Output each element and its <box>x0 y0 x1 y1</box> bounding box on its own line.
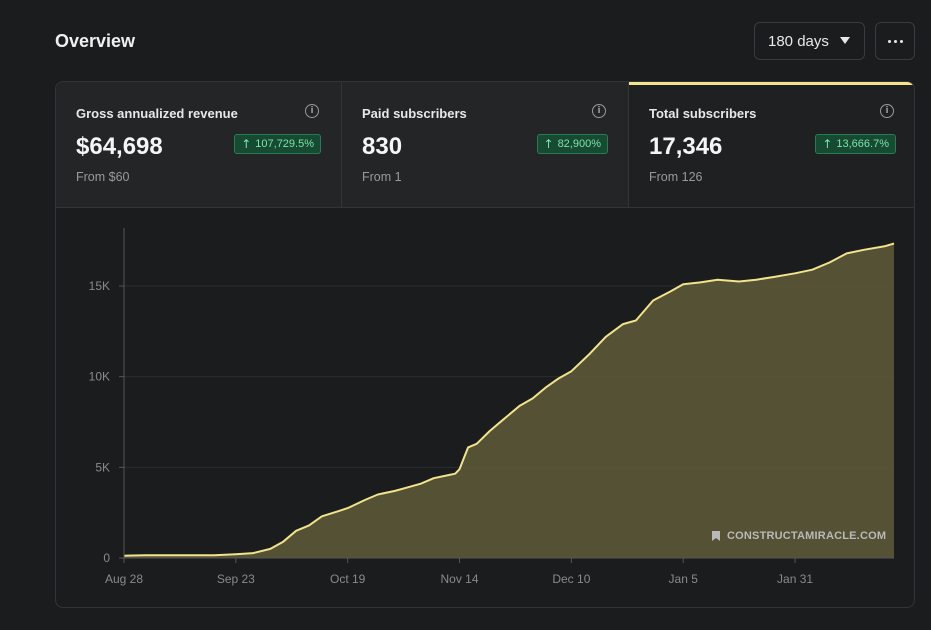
change-badge: ↑ 13,666.7% <box>815 134 896 154</box>
metric-label: Total subscribers <box>649 106 757 121</box>
change-badge: ↑ 82,900% <box>536 134 608 154</box>
change-value: 82,900% <box>557 138 601 150</box>
ellipsis-icon <box>887 39 891 43</box>
metric-value: $64,698 <box>76 133 163 160</box>
page-title: Overview <box>55 31 136 51</box>
bookmark-icon <box>712 531 720 541</box>
series-area <box>124 243 894 558</box>
metric-label: Gross annualized revenue <box>76 106 238 121</box>
info-icon[interactable]: i <box>305 104 319 118</box>
metric-from: From 1 <box>362 170 402 184</box>
date-range-select[interactable]: 180 days <box>754 22 865 60</box>
metric-from: From 126 <box>649 170 703 184</box>
overview-card: Gross annualized revenue i $64,698 ↑ 107… <box>55 81 915 608</box>
y-tick-label: 0 <box>103 551 110 565</box>
x-tick-label: Jan 31 <box>777 572 813 586</box>
x-tick-label: Aug 28 <box>105 572 143 586</box>
metric-tab-revenue[interactable]: Gross annualized revenue i $64,698 ↑ 107… <box>56 82 342 207</box>
date-range-label: 180 days <box>768 32 829 50</box>
y-tick-label: 15K <box>89 279 110 293</box>
metric-tab-total-subscribers[interactable]: Total subscribers i 17,346 ↑ 13,666.7% F… <box>629 82 914 207</box>
x-tick-label: Dec 10 <box>552 572 590 586</box>
watermark: CONSTRUCTAMIRACLE.COM <box>712 530 886 542</box>
metric-tabs: Gross annualized revenue i $64,698 ↑ 107… <box>56 82 914 208</box>
y-tick-label: 5K <box>95 460 110 474</box>
arrow-up-icon: ↑ <box>241 137 252 151</box>
metric-label: Paid subscribers <box>362 106 467 121</box>
change-badge: ↑ 107,729.5% <box>234 134 321 154</box>
metric-from: From $60 <box>76 170 130 184</box>
more-options-button[interactable] <box>875 22 915 60</box>
change-value: 13,666.7% <box>836 138 889 150</box>
x-tick-label: Oct 19 <box>330 572 366 586</box>
metric-tab-paid-subscribers[interactable]: Paid subscribers i 830 ↑ 82,900% From 1 <box>342 82 629 207</box>
chart-axes: 0 5K 10K 15K Aug 28 Sep 23 Oct 19 Nov 14 Dec 10 J… <box>89 228 894 586</box>
arrow-up-icon: ↑ <box>543 137 554 151</box>
x-tick-label: Sep 23 <box>217 572 255 586</box>
info-icon[interactable]: i <box>880 104 894 118</box>
chart-series <box>123 242 895 558</box>
x-tick-label: Jan 5 <box>669 572 699 586</box>
series-line <box>123 242 895 557</box>
x-tick-label: Nov 14 <box>441 572 479 586</box>
metric-value: 830 <box>362 133 403 160</box>
watermark-text: CONSTRUCTAMIRACLE.COM <box>727 530 887 542</box>
metric-value: 17,346 <box>649 133 723 160</box>
arrow-up-icon: ↑ <box>822 137 833 151</box>
subscribers-chart: 0 5K 10K 15K Aug 28 Sep 23 Oct 19 Nov 14 Dec 10 J… <box>89 228 895 586</box>
info-icon[interactable]: i <box>592 104 606 118</box>
change-value: 107,729.5% <box>255 138 314 150</box>
caret-down-icon <box>840 37 850 44</box>
y-tick-label: 10K <box>89 370 110 384</box>
